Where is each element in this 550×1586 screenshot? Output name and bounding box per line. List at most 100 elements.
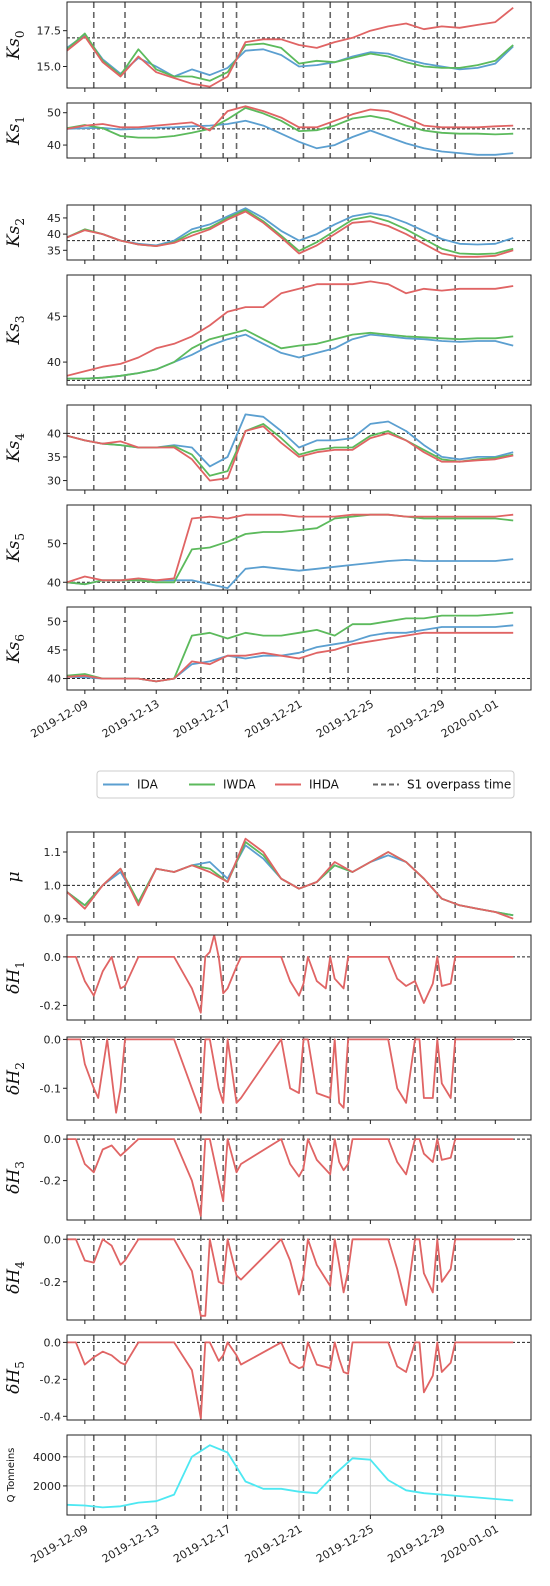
- x-tick-label: 2019-12-09: [28, 1522, 90, 1565]
- y-axis-label-main: Ks: [4, 323, 24, 346]
- x-tick-label: 2020-01-01: [439, 1522, 501, 1565]
- y-axis-label-main: Ks: [4, 440, 24, 463]
- y-axis-label-subscript: 5: [13, 533, 27, 541]
- y-tick-label: 1.0: [44, 879, 62, 892]
- x-tick-label: 2019-12-25: [314, 697, 376, 740]
- legend: IDA IWDA IHDA S1 overpass time: [96, 770, 515, 799]
- axes-frame: [66, 1234, 532, 1321]
- series-line-ihda: [67, 105, 514, 132]
- series-line-iwda: [67, 208, 514, 256]
- y-axis-label: Ks4: [4, 433, 27, 463]
- panel-ks-1: 40 50 Ks1: [4, 102, 532, 162]
- series-group: [67, 413, 514, 482]
- y-axis-label-main: δH: [4, 968, 24, 994]
- y-tick-label: 1.1: [44, 846, 62, 859]
- y-tick-label: 40: [47, 139, 61, 152]
- axes-frame: [66, 1134, 532, 1221]
- y-axis-label-subscript: 1: [13, 961, 27, 969]
- y-tick-label: 4000: [33, 1451, 61, 1464]
- panel-ks-5: 40 50 Ks5: [4, 504, 532, 594]
- y-tick-label: 0.9: [44, 913, 62, 926]
- x-tick-label: 2019-12-09: [28, 697, 90, 740]
- y-axis-label: δH5: [4, 1361, 27, 1394]
- legend-box: [96, 770, 515, 799]
- series-line-ida: [67, 119, 514, 156]
- series-line-ihda: [67, 1138, 514, 1217]
- series-line-iwda: [67, 329, 514, 380]
- legend-label-ida: IDA: [137, 778, 159, 792]
- series-line-ihda: [67, 837, 514, 920]
- y-axis-label-main: δH: [4, 1368, 24, 1394]
- y-axis-label: δH2: [4, 1062, 27, 1095]
- y-axis-label-main: δH: [4, 1268, 24, 1294]
- y-axis-label: Ks2: [4, 218, 27, 248]
- series-line-iwda: [67, 841, 514, 917]
- series-group: [67, 1444, 514, 1509]
- series-line-ida: [67, 207, 514, 247]
- y-tick-label: 0.0: [44, 1336, 62, 1349]
- series-line-ihda: [67, 513, 514, 584]
- y-axis-label-main: Ks: [4, 123, 24, 146]
- y-axis-label-subscript: 5: [13, 1361, 27, 1369]
- panel-ks-4: 30 35 40 Ks4: [4, 404, 532, 494]
- y-tick-label: 50: [47, 615, 61, 628]
- y-axis-label-subscript: 4: [13, 1261, 27, 1269]
- series-line-iwda: [67, 611, 514, 683]
- series-line-ihda: [67, 210, 514, 258]
- y-tick-label: -0.4: [40, 1410, 61, 1423]
- panel-δh-2: -0.1 0.0 δH2: [4, 1033, 532, 1124]
- y-axis-label: Ks6: [4, 634, 27, 664]
- series-line-ihda: [67, 280, 514, 377]
- axes-frame: [66, 934, 532, 1021]
- y-tick-label: 40: [47, 228, 61, 241]
- series-line-ida: [67, 844, 514, 917]
- x-tick-label: 2019-12-29: [385, 697, 447, 740]
- y-tick-label: 15.0: [37, 61, 62, 74]
- y-axis-label-subscript: 2: [13, 218, 27, 226]
- legend-label-iwda: IWDA: [223, 778, 256, 792]
- y-tick-label: -0.2: [40, 1175, 61, 1188]
- y-tick-label: 40: [47, 673, 61, 686]
- y-tick-label: 0.0: [44, 951, 62, 964]
- y-axis-label: δH1: [4, 961, 27, 994]
- series-line-iwda: [67, 107, 514, 139]
- series-line-ida: [67, 558, 514, 589]
- y-axis-label-subscript: 3: [13, 315, 27, 323]
- y-axis-label-main: Ks: [4, 540, 24, 563]
- panel-ks-3: 40 45 Ks3: [4, 274, 532, 389]
- series-line-ihda: [67, 631, 514, 683]
- x-tick-label: 2019-12-17: [171, 1522, 233, 1565]
- y-axis-label: δH4: [4, 1261, 27, 1294]
- series-line-ihda: [67, 425, 514, 482]
- x-tick-label: 2019-12-21: [243, 697, 305, 740]
- y-axis-label-main: δH: [4, 1069, 24, 1095]
- y-tick-label: 50: [47, 538, 61, 551]
- series-group: [67, 837, 514, 920]
- y-axis-label: μ: [4, 871, 24, 882]
- series-line-ida: [67, 333, 514, 380]
- series-line-ida: [67, 413, 514, 468]
- series-group: [67, 611, 514, 683]
- series-line-ihda: [67, 1238, 514, 1317]
- y-axis-label-main: Ks: [4, 38, 24, 61]
- series-group: [67, 1341, 514, 1420]
- y-axis-label-subscript: 4: [13, 433, 27, 441]
- panel-ks-0: 15.0 17.5 Ks0: [4, 1, 532, 92]
- y-axis-label-subscript: 1: [13, 116, 27, 124]
- series-group: [67, 6, 514, 88]
- y-tick-label: 0.0: [44, 1233, 62, 1246]
- y-axis-label-main: δH: [4, 1168, 24, 1194]
- axes-frame: [66, 831, 532, 923]
- series-line-q-tonneins: [67, 1444, 514, 1509]
- x-tick-label: 2019-12-29: [385, 1522, 447, 1565]
- y-axis-label: δH3: [4, 1161, 27, 1194]
- y-axis-label: Ks5: [4, 533, 27, 563]
- x-tick-label: 2019-12-13: [100, 1522, 162, 1565]
- series-line-iwda: [67, 32, 514, 82]
- x-tick-label: 2019-12-17: [171, 697, 233, 740]
- y-axis-label-main: Ks: [4, 641, 24, 664]
- y-tick-label: -0.1: [40, 1082, 61, 1095]
- axes-frame: [66, 606, 532, 691]
